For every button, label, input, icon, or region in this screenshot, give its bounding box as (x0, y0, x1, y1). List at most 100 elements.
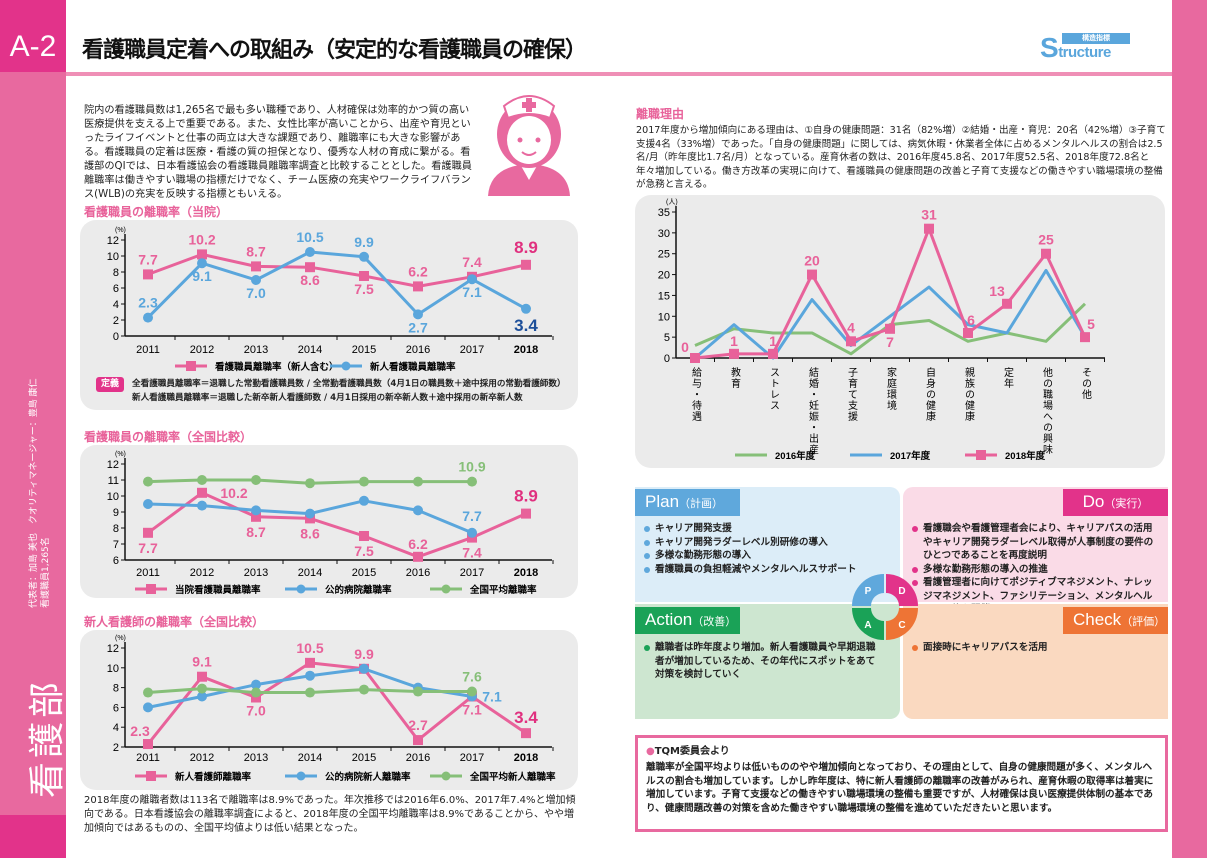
x-tick-label: 2015 (352, 567, 376, 579)
legend-label: 2017年度 (890, 450, 931, 462)
tqm-heading: ●TQM委員会より (646, 742, 1157, 757)
data-point (521, 728, 531, 739)
data-point (359, 495, 369, 506)
data-label: 20 (804, 253, 820, 269)
data-point (197, 683, 207, 694)
data-point (305, 508, 315, 519)
pdca-a-letter: A (864, 620, 871, 631)
chart1: (%) 0 2 4 6 8 10 12 2011 2012 2013 2014 2015 2016 2017… (107, 227, 554, 373)
x-tick-label: その他 (1080, 367, 1092, 400)
data-point (413, 476, 423, 487)
x-tick-label: 結婚・妊娠・出産 (807, 366, 819, 455)
sidebar-bottom-strip (0, 815, 66, 858)
definition-line1: 全看護職員離職率＝退職した常勤看護職員数 / 全常勤看護職員数（4月1日の職員数… (132, 379, 566, 389)
data-label: 9.1 (192, 268, 212, 284)
data-label: 7.1 (482, 689, 502, 705)
x-tick-label: 2015 (352, 344, 376, 356)
chart1-title: 看護職員の離職率（当院） (84, 205, 229, 219)
y-tick-label: 8 (113, 267, 119, 279)
chart3-title: 新人看護師の離職率（全国比較） (84, 615, 265, 629)
data-point (305, 687, 315, 698)
data-label: 7.4 (462, 254, 482, 270)
data-point (413, 309, 423, 320)
x-tick-label: 2016 (406, 567, 430, 579)
representative: 代表者：加島 美也 クオリティマネージャー：豊島 康仁 (29, 378, 39, 608)
y-tick-label: 8 (113, 683, 119, 695)
data-label: 10.2 (220, 485, 247, 501)
data-point (1041, 248, 1051, 259)
page-title: 看護職員定着への取組み（安定的な看護職員の確保） (82, 38, 587, 63)
legend-label: 全国平均離職率 (469, 584, 537, 596)
data-point (846, 336, 856, 347)
legend-marker (146, 771, 156, 781)
data-point (143, 687, 153, 698)
logo-s: S (1040, 32, 1059, 63)
data-label: 7.4 (462, 545, 482, 561)
data-label: 7 (886, 334, 894, 350)
data-point (143, 702, 153, 713)
y-tick-label: 7 (113, 539, 119, 551)
data-point (413, 551, 423, 562)
data-point (305, 657, 315, 668)
data-label: 31 (921, 207, 937, 223)
data-point (1002, 298, 1012, 309)
intro-text: 院内の看護職員数は1,265名で最も多い職種であり、人材確保は効率的かつ質の高い… (84, 105, 472, 200)
plan-item: キャリア開発支援 (643, 522, 856, 536)
y-tick-label: 4 (113, 299, 119, 311)
do-title: Do (1082, 492, 1105, 511)
legend-marker (296, 771, 306, 781)
action-list: 離職者は昨年度より増加。新人看護職員や早期退職者が増加しているため、その年代にス… (643, 641, 878, 682)
plan-header: Plan（計画） (635, 489, 740, 516)
reasons-text: 2017年度から増加傾向にある理由は、①自身の健康問題：31名（82%増）②結婚… (636, 125, 1166, 191)
check-title: Check (1073, 610, 1122, 629)
x-tick-label: 2018 (514, 344, 538, 356)
check-list: 面接時にキャリアパスを活用 (911, 641, 1048, 655)
data-point (413, 281, 423, 292)
data-point (413, 735, 423, 746)
plan-quadrant: Plan（計画） キャリア開発支援 キャリア開発ラダーレベル別研修の導入 多様な勤務… (635, 487, 900, 602)
legend-marker (441, 584, 451, 594)
legend-label: 当院看護職員離職率 (175, 584, 261, 596)
y-tick-label: 4 (113, 722, 119, 734)
x-tick-label: 子育て支援 (846, 367, 858, 422)
chart2-panel: (%) 6 7 8 9 10 11 12 2011 2012 2013 2014 2015 2016 201… (80, 445, 578, 598)
x-tick-label: 2016 (406, 344, 430, 356)
data-point (143, 476, 153, 487)
y-tick-label: 20 (658, 270, 670, 282)
y-tick-label: 10 (658, 311, 670, 323)
definition-line2: 新人看護職員離職率＝退職した新卒新人看護師数 / 4月1日採用の新卒新人数＋途中… (132, 393, 523, 403)
tqm-comment-box: ●TQM委員会より 離職率が全国平均よりは低いもののやや増加傾向となっており、そ… (635, 735, 1168, 832)
data-point (305, 262, 315, 273)
data-label: 1 (730, 333, 738, 349)
pdca-a-segment (852, 608, 884, 640)
data-point (251, 475, 261, 485)
chart1-panel: (%) 0 2 4 6 8 10 12 2011 2012 2013 2014 2015 2016 2017… (80, 220, 578, 410)
reasons-chart-panel: (人) 0 5 10 15 20 25 30 35 給与・待遇 教育 ストレス 結婚・妊娠・出産 子育て支… (635, 195, 1165, 468)
y-tick-label: 6 (113, 555, 119, 567)
x-tick-label: 2012 (190, 752, 214, 764)
logo-sub: 構造指標 (1062, 33, 1130, 44)
data-label: 6 (967, 312, 975, 328)
data-label: 5 (1087, 316, 1095, 332)
data-label: 8.9 (514, 487, 538, 506)
definition-badge: 定義 (96, 377, 124, 392)
legend-label: 看護職員離職率（新人含む） (215, 361, 339, 373)
x-tick-label: 2012 (190, 344, 214, 356)
data-point (251, 275, 261, 285)
pdca-c-letter: C (898, 620, 905, 631)
staff-count: 看護職員1,265名 (41, 537, 51, 608)
right-bar (1172, 0, 1207, 858)
series-line (694, 268, 1087, 360)
legend-label: 2018年度 (1005, 450, 1046, 462)
data-point (729, 348, 739, 359)
data-point (885, 323, 895, 334)
legend-marker (341, 361, 351, 371)
series-line (146, 661, 527, 745)
data-label: 7.0 (246, 285, 266, 301)
data-label: 10.2 (188, 231, 215, 247)
pdca-wheel: P D A C (852, 574, 918, 640)
data-point (251, 679, 261, 690)
data-point (413, 686, 423, 697)
legend-marker (146, 584, 156, 594)
y-tick-label: 9 (113, 507, 119, 519)
